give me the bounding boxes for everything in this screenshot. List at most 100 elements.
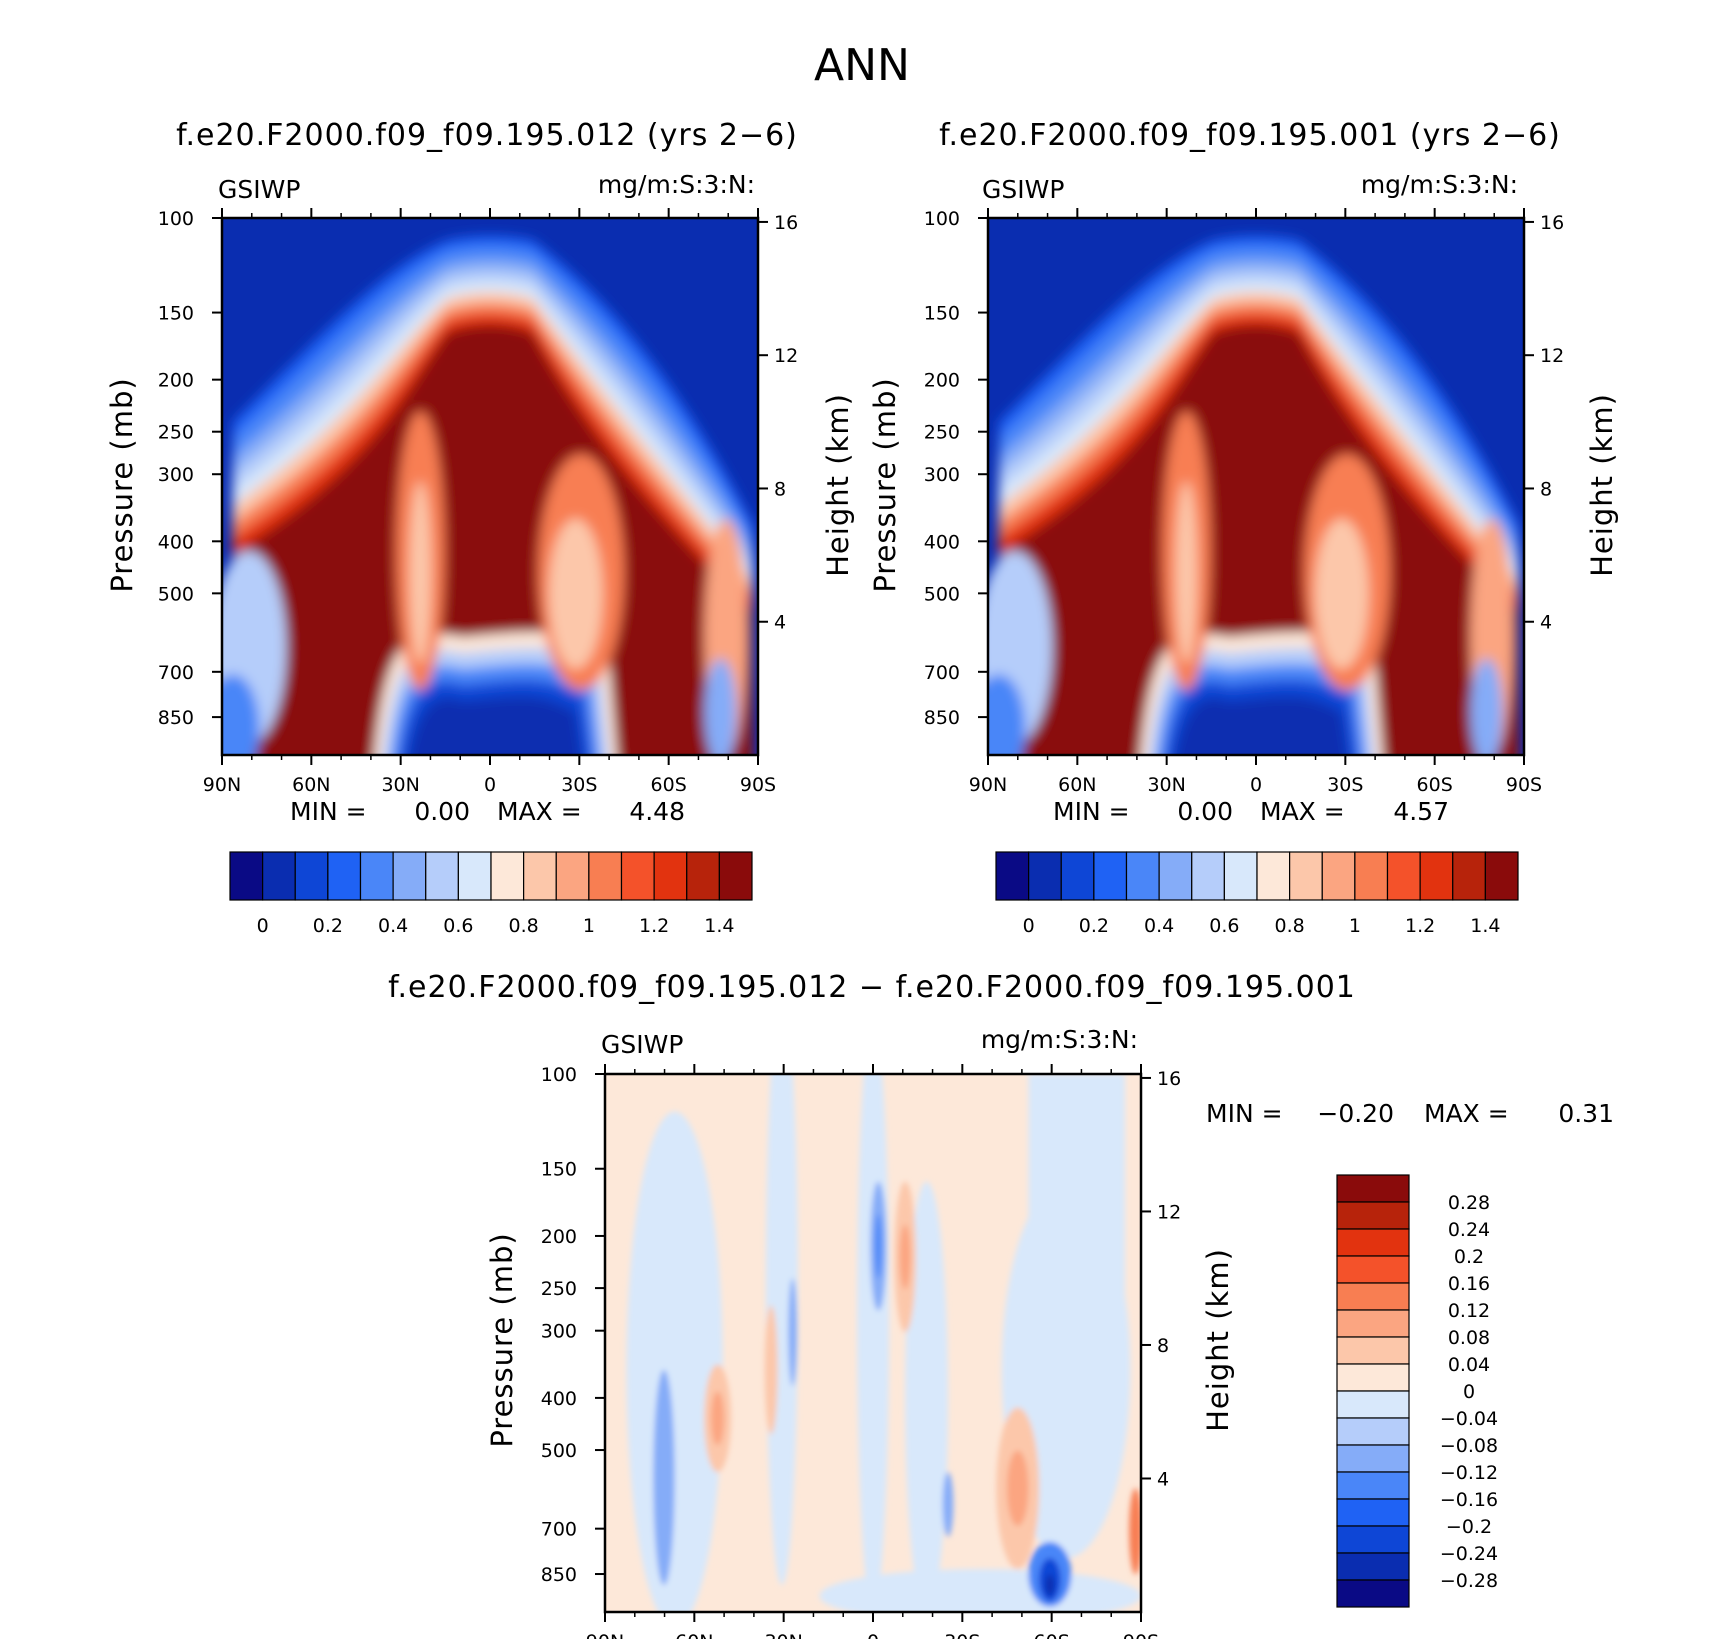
panel1-xtick-label: 0 (484, 774, 496, 796)
panel3-colorbar-label: 0.24 (1448, 1219, 1490, 1241)
panel2-colorbar-box (995, 851, 1030, 901)
panel2-tongue (1314, 518, 1369, 670)
panel2-shell (998, 324, 1519, 755)
panel3-colorbar-box (1336, 1471, 1410, 1500)
panel3-blob (1129, 1488, 1141, 1575)
main-title: ANN (814, 40, 910, 91)
panel3-y2label: Height (km) (1201, 1248, 1235, 1432)
panel1-colorbar-box (262, 851, 296, 901)
panel3-colorbar-label: 0.08 (1448, 1327, 1490, 1349)
panel1-ytick-label: 100 (158, 208, 194, 230)
panel3-colorbar-box (1336, 1201, 1410, 1230)
panel1-colorbar-box (294, 851, 329, 901)
panel3-blob (1045, 1574, 1055, 1596)
panel2-dome (1174, 696, 1349, 755)
panel2-ytick-label: 700 (924, 662, 960, 684)
panel3-xtick-label: 90N (586, 1631, 624, 1639)
panel2-xtick-label: 90S (1506, 774, 1542, 796)
panel1-axes: 90N 60N 30N 0 30S 60S 90S 100 150 200 250 300 400 500… (158, 208, 798, 796)
panel2-colorbar-box (1386, 851, 1421, 901)
panel2-y2label: Height (km) (1585, 393, 1619, 577)
panel2-ytick-label: 100 (924, 208, 960, 230)
panel2-tongue (988, 674, 1026, 755)
panel1-xtick-label: 30N (381, 774, 419, 796)
panel3-ytick-label: 150 (541, 1159, 577, 1181)
panel2-colorbar-label: 1.4 (1470, 915, 1500, 937)
panel1-xtick-label: 60S (651, 774, 687, 796)
panel3-blob (764, 1305, 778, 1435)
panel2-min-label: MIN = (1053, 797, 1130, 826)
panel1-ytick-label: 300 (158, 464, 194, 486)
panel3-ytick-label: 700 (541, 1519, 577, 1541)
panel2-colorbar-label: 0.4 (1144, 915, 1174, 937)
panel3-xtick-label: 30S (944, 1631, 980, 1639)
panel1-colorbar-label: 0.2 (313, 915, 343, 937)
panel3-xtick-label: 30N (764, 1631, 802, 1639)
panel2-colorbar-box (1452, 851, 1486, 901)
panel2-units: mg/m:S:3:N: (1361, 170, 1518, 199)
panel3-y2tick-label: 8 (1157, 1335, 1169, 1357)
panel2-colorbar-box (1191, 851, 1225, 901)
panel3-colorbar-box (1336, 1552, 1410, 1581)
panel3-colorbar-label: 0.12 (1448, 1300, 1490, 1322)
panel3-colorbar-label: −0.24 (1440, 1543, 1498, 1565)
panel3-min-label: MIN = (1206, 1099, 1283, 1128)
panel1-units: mg/m:S:3:N: (598, 170, 755, 199)
panel3-ytick-label: 850 (541, 1564, 577, 1586)
panel2-colorbar-box (1256, 851, 1291, 901)
panel2-ytick-label: 400 (924, 531, 960, 553)
panel1-ylabel: Pressure (mb) (105, 377, 139, 592)
panel3-colorbar-label: −0.16 (1440, 1489, 1498, 1511)
panel1-y2label: Height (km) (821, 393, 855, 577)
panel2-contours (988, 235, 1519, 755)
panel3-colorbar-label: −0.12 (1440, 1462, 1498, 1484)
panel2-colorbar-box (1419, 851, 1454, 901)
panel1-ytick-label: 200 (158, 370, 194, 392)
panel3-blob (1007, 1450, 1029, 1526)
panel3-colorbar: 0.28 0.24 0.2 0.16 0.12 0.08 0.04 0 −0.04 −0.08 −0… (1336, 1174, 1498, 1608)
panel1-min-value: 0.00 (414, 797, 470, 826)
panel2-colorbar-label: 1 (1349, 915, 1361, 937)
panel1-colorbar-label: 1 (583, 915, 595, 937)
panel2-y2tick-label: 12 (1540, 345, 1564, 367)
panel3-colorbar-label: 0.28 (1448, 1192, 1490, 1214)
panel3-contour-group (626, 1074, 1141, 1612)
panel3-ytick-label: 500 (541, 1440, 577, 1462)
panel1-ytick-label: 400 (158, 531, 194, 553)
panel2-y2tick-label: 8 (1540, 478, 1552, 500)
panel1-colorbar-box (686, 851, 720, 901)
panel2-colorbar-label: 0.8 (1275, 915, 1305, 937)
panel1-ytick-label: 500 (158, 583, 194, 605)
panel3-variable: GSIWP (601, 1030, 683, 1059)
panel3-colorbar-box (1336, 1309, 1410, 1338)
panel1-shell (232, 324, 753, 755)
panel1-dome (408, 696, 583, 755)
panel1-xtick-label: 60N (292, 774, 330, 796)
panel1-colorbar-box (588, 851, 623, 901)
panel2-colorbar-box (1060, 851, 1095, 901)
panel3-field (605, 1074, 1141, 1612)
panel1-ytick-label: 150 (158, 303, 194, 325)
panel1-field (222, 218, 758, 755)
panel1-min-label: MIN = (290, 797, 367, 826)
panel2-colorbar-box (1289, 851, 1323, 901)
panel3-xtick-label: 60S (1034, 1631, 1070, 1639)
panel2-ytick-label: 850 (924, 707, 960, 729)
panel3-colorbar-box (1336, 1390, 1410, 1419)
panel2-colorbar-box (1028, 851, 1062, 901)
panel3-min-value: −0.20 (1317, 1099, 1394, 1128)
panel3-colorbar-box (1336, 1255, 1410, 1284)
panel2-xtick-label: 60N (1058, 774, 1096, 796)
panel3-blob (788, 1278, 797, 1387)
panel2-ytick-label: 300 (924, 464, 960, 486)
panel2-min-value: 0.00 (1177, 797, 1233, 826)
panel2-colorbar-label: 0 (1023, 915, 1035, 937)
panel1-xtick-label: 30S (561, 774, 597, 796)
panel2-colorbar-box (1125, 851, 1160, 901)
panel2-xtick-label: 60S (1417, 774, 1453, 796)
panel1-y2tick-label: 12 (774, 345, 798, 367)
panel1-max-value: 4.48 (629, 797, 685, 826)
panel2-ylabel: Pressure (mb) (868, 377, 902, 592)
panel3-colorbar-box (1336, 1336, 1410, 1365)
